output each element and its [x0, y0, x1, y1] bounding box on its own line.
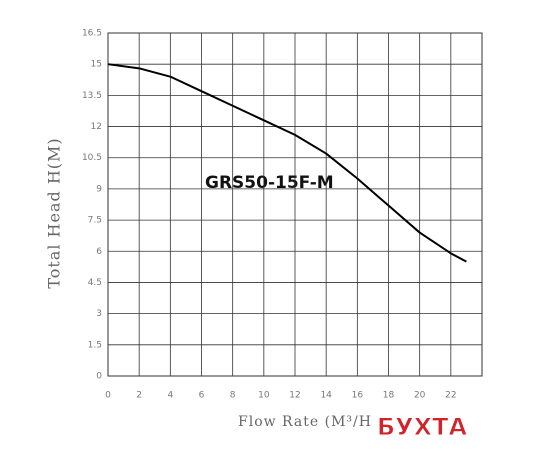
y-tick-label: 13.5: [82, 91, 102, 101]
x-tick-label: 12: [289, 391, 300, 401]
y-tick-label: 10.5: [82, 153, 102, 163]
watermark: БУХТА: [377, 413, 468, 441]
y-tick-label: 0: [96, 372, 102, 382]
x-tick-label: 22: [445, 391, 456, 401]
y-tick-label: 12: [91, 122, 102, 132]
y-tick-label: 7.5: [88, 216, 102, 226]
plot-border: [107, 32, 483, 377]
annotation: GRS50-15F-M: [205, 173, 334, 193]
x-tick-label: 14: [320, 391, 332, 401]
x-tick-label: 4: [167, 391, 173, 401]
x-axis-label: Flow Rate (M³/H: [238, 414, 372, 430]
y-tick-label: 9: [96, 184, 102, 194]
x-tick-label: 8: [230, 391, 236, 401]
x-tick-label: 10: [258, 391, 270, 401]
y-tick-label: 4.5: [88, 278, 102, 288]
x-tick-label: 18: [383, 391, 395, 401]
x-tick-label: 0: [105, 391, 111, 401]
x-tick-label: 20: [414, 391, 426, 401]
x-tick-label: 6: [199, 391, 205, 401]
y-axis-label: Total Head H(M): [45, 137, 64, 288]
y-tick-label: 16.5: [82, 29, 102, 39]
y-tick-label: 6: [96, 247, 102, 257]
y-tick-label: 15: [91, 60, 102, 70]
y-tick-label: 1.5: [88, 340, 102, 350]
curve: [107, 63, 467, 263]
x-tick-label: 2: [136, 391, 142, 401]
y-tick-label: 3: [96, 309, 102, 319]
x-tick-label: 16: [352, 391, 364, 401]
